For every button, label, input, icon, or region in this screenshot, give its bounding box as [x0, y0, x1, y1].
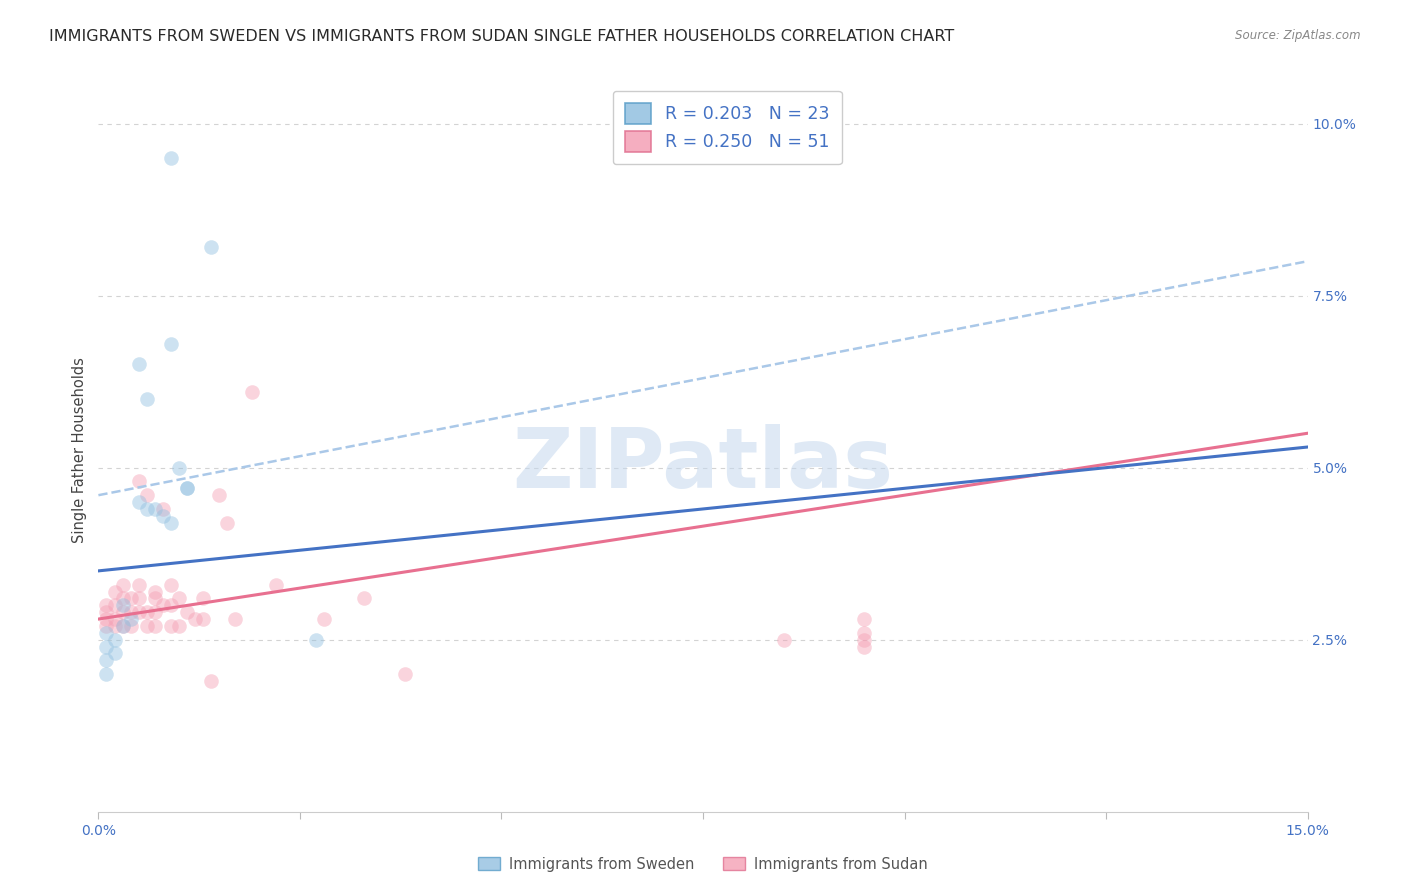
- Point: [200, 240, 222, 254]
- Point: [193, 612, 215, 626]
- Point: [120, 605, 142, 619]
- Point: [128, 358, 150, 372]
- Point: [143, 605, 166, 619]
- Y-axis label: Single Father Households: Single Father Households: [72, 358, 87, 543]
- Point: [120, 612, 142, 626]
- Point: [176, 481, 198, 495]
- Point: [143, 584, 166, 599]
- Point: [314, 612, 336, 626]
- Point: [96, 653, 118, 667]
- Point: [96, 599, 118, 613]
- Point: [128, 475, 150, 489]
- Point: [135, 502, 157, 516]
- Point: [111, 605, 134, 619]
- Point: [111, 619, 134, 633]
- Point: [135, 619, 157, 633]
- Point: [176, 481, 198, 495]
- Point: [160, 599, 183, 613]
- Point: [208, 488, 231, 502]
- Point: [240, 384, 263, 399]
- Point: [167, 619, 190, 633]
- Point: [152, 599, 174, 613]
- Point: [853, 612, 876, 626]
- Point: [167, 460, 190, 475]
- Point: [143, 591, 166, 606]
- Legend: Immigrants from Sweden, Immigrants from Sudan: Immigrants from Sweden, Immigrants from …: [472, 851, 934, 878]
- Point: [853, 640, 876, 654]
- Legend: R = 0.203   N = 23, R = 0.250   N = 51: R = 0.203 N = 23, R = 0.250 N = 51: [613, 91, 842, 164]
- Point: [160, 577, 183, 591]
- Text: IMMIGRANTS FROM SWEDEN VS IMMIGRANTS FROM SUDAN SINGLE FATHER HOUSEHOLDS CORRELA: IMMIGRANTS FROM SWEDEN VS IMMIGRANTS FRO…: [49, 29, 955, 44]
- Point: [853, 632, 876, 647]
- Point: [305, 632, 328, 647]
- Point: [224, 612, 246, 626]
- Point: [96, 605, 118, 619]
- Point: [103, 619, 125, 633]
- Point: [772, 632, 794, 647]
- Point: [160, 336, 183, 351]
- Point: [96, 619, 118, 633]
- Point: [96, 625, 118, 640]
- Point: [128, 591, 150, 606]
- Point: [176, 605, 198, 619]
- Point: [96, 667, 118, 681]
- Point: [353, 591, 375, 606]
- Point: [184, 612, 207, 626]
- Point: [103, 632, 125, 647]
- Point: [120, 591, 142, 606]
- Point: [128, 605, 150, 619]
- Point: [111, 599, 134, 613]
- Point: [160, 516, 183, 530]
- Point: [103, 647, 125, 661]
- Point: [96, 612, 118, 626]
- Point: [264, 577, 287, 591]
- Point: [193, 591, 215, 606]
- Text: ZIPatlas: ZIPatlas: [513, 425, 893, 506]
- Point: [103, 612, 125, 626]
- Point: [853, 625, 876, 640]
- Point: [111, 591, 134, 606]
- Point: [120, 619, 142, 633]
- Point: [160, 151, 183, 165]
- Point: [152, 502, 174, 516]
- Point: [111, 577, 134, 591]
- Point: [167, 591, 190, 606]
- Point: [135, 488, 157, 502]
- Point: [160, 619, 183, 633]
- Point: [128, 577, 150, 591]
- Point: [143, 619, 166, 633]
- Point: [96, 640, 118, 654]
- Point: [200, 673, 222, 688]
- Point: [135, 392, 157, 406]
- Text: Source: ZipAtlas.com: Source: ZipAtlas.com: [1236, 29, 1361, 42]
- Point: [135, 605, 157, 619]
- Point: [152, 508, 174, 523]
- Point: [103, 599, 125, 613]
- Point: [143, 502, 166, 516]
- Point: [103, 584, 125, 599]
- Point: [394, 667, 416, 681]
- Point: [217, 516, 239, 530]
- Point: [111, 619, 134, 633]
- Point: [128, 495, 150, 509]
